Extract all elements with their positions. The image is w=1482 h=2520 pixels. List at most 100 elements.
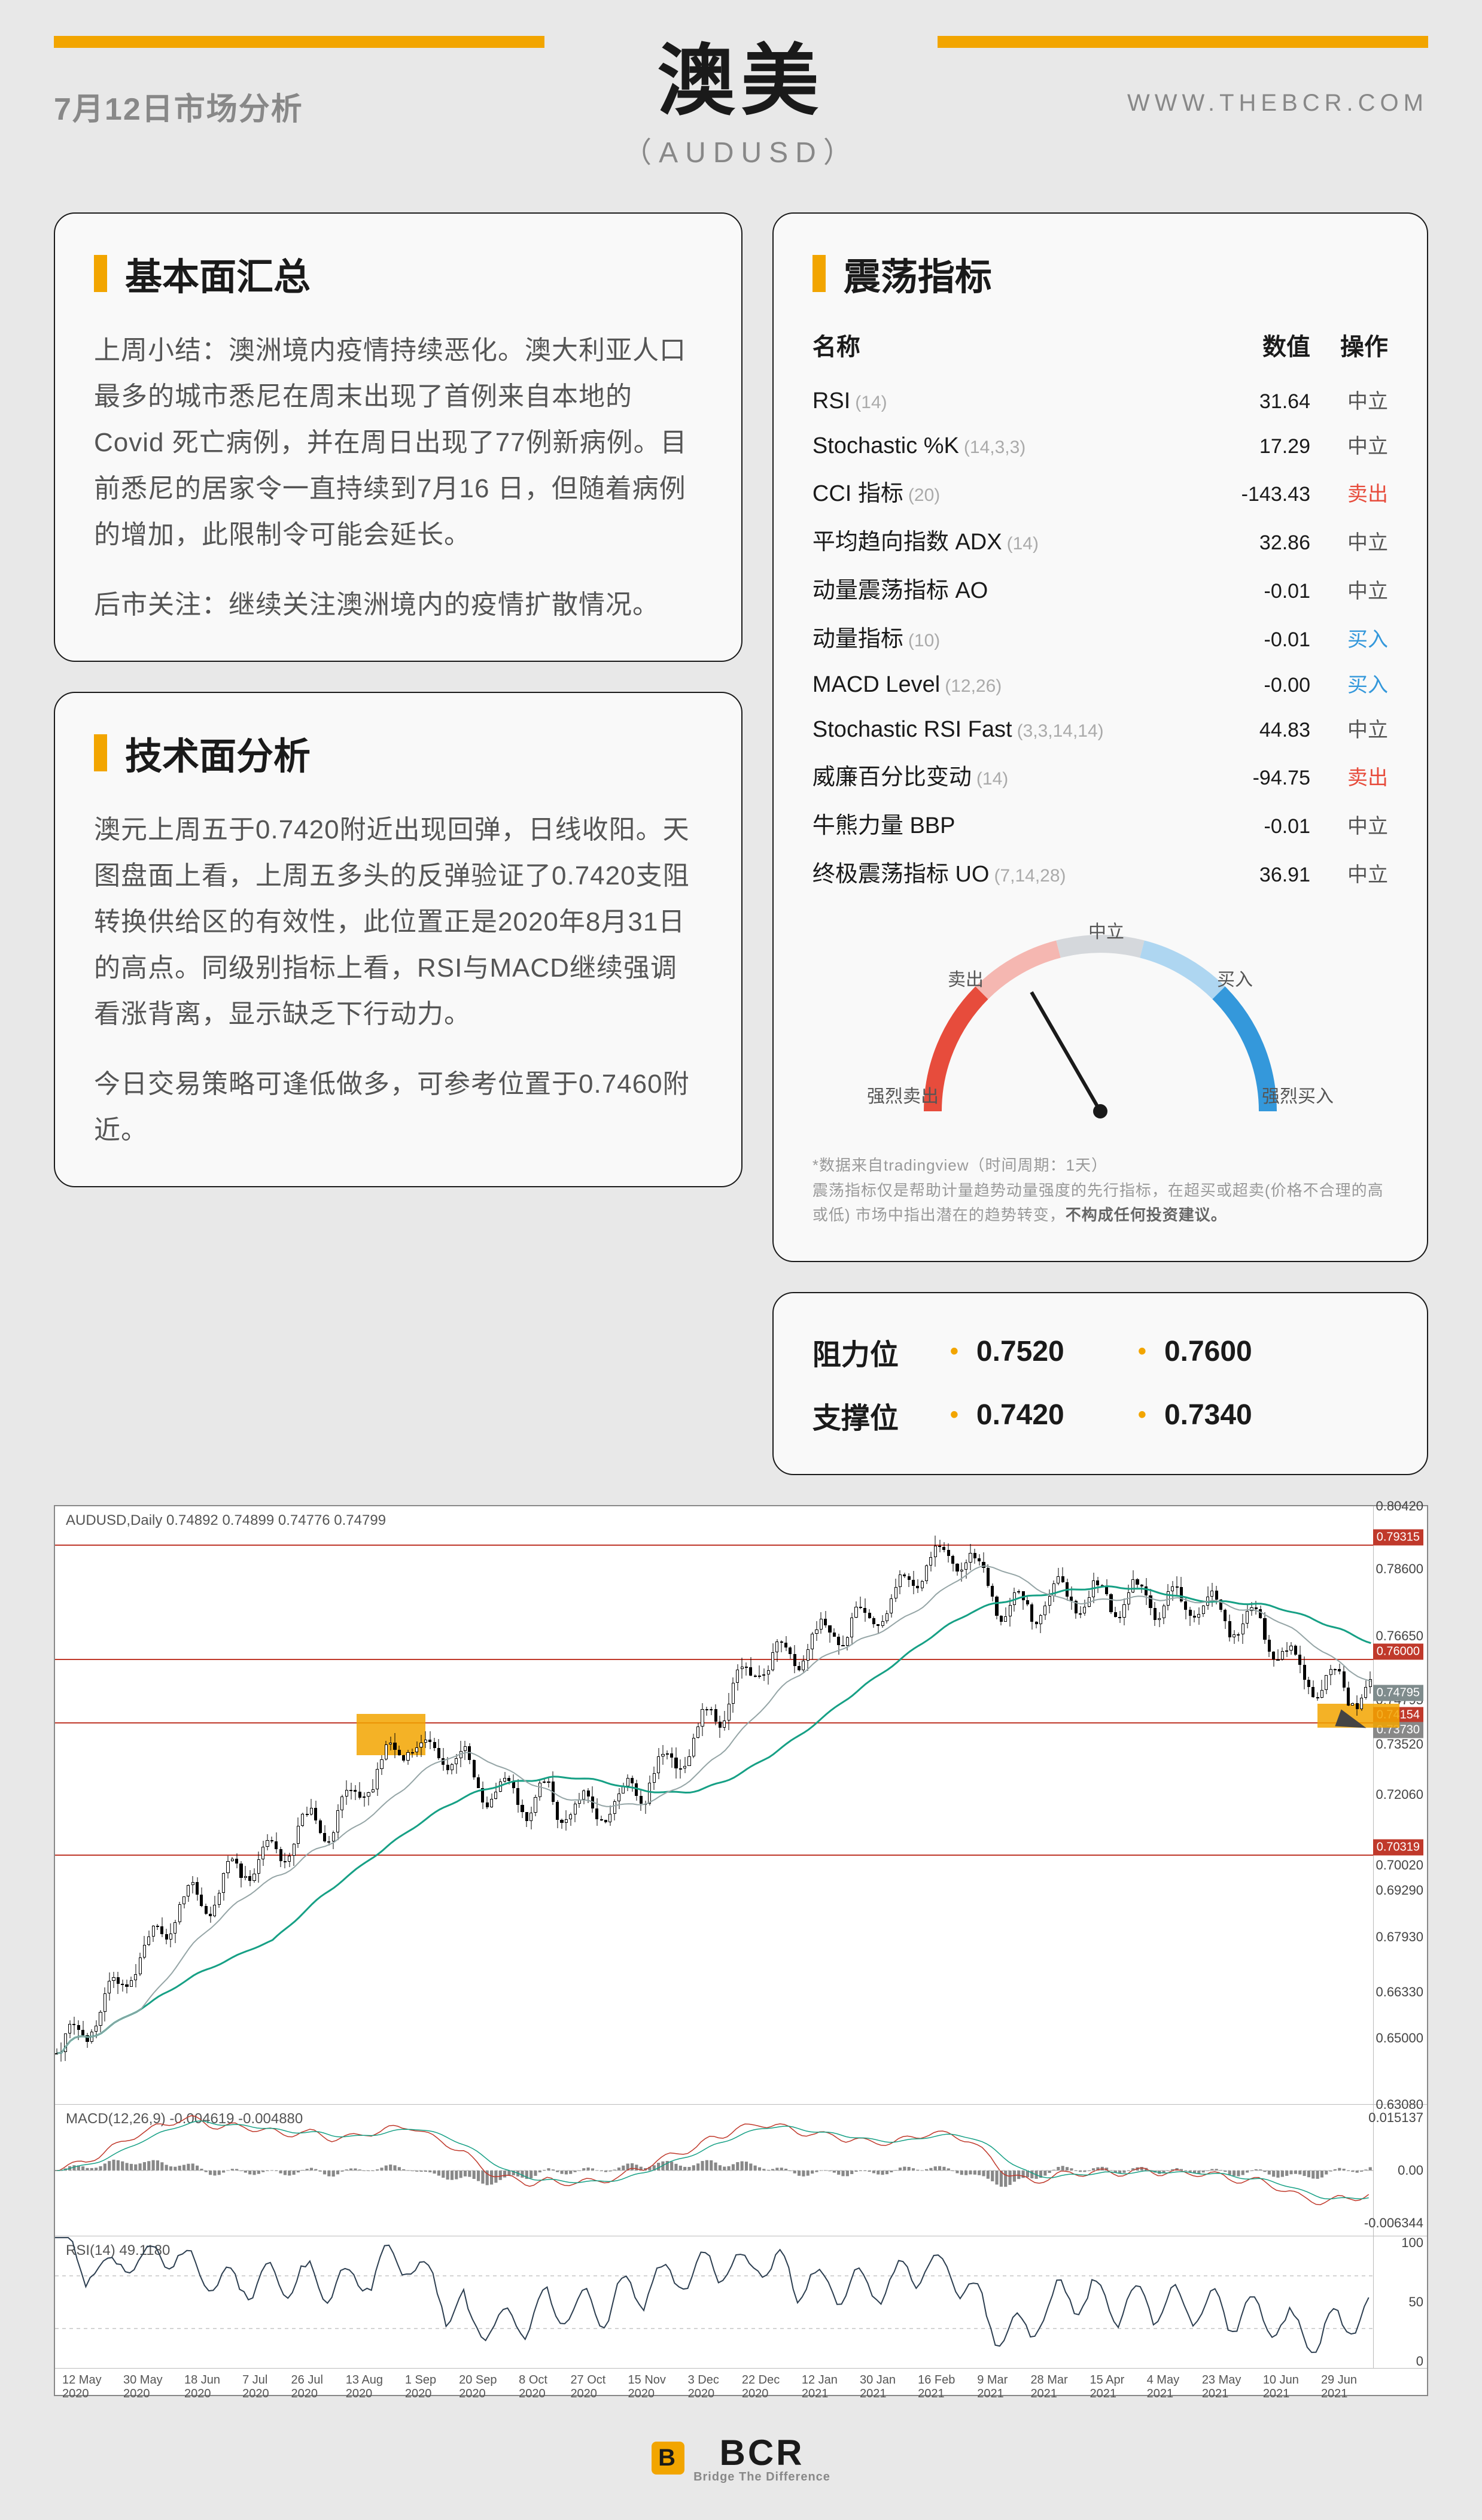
osc-name: 动量指标(10) — [812, 620, 1203, 653]
technical-text: 澳元上周五于0.7420附近出现回弹，日线收阳。天图盘面上看，上周五多头的反弹验… — [94, 807, 702, 1153]
disclaimer-l1: *数据来自tradingview（时间周期：1天） — [812, 1153, 1388, 1178]
card-title: 基本面汇总 — [94, 247, 702, 300]
disclaimer: *数据来自tradingview（时间周期：1天） 震荡指标仅是帮助计量趋势动量… — [812, 1153, 1388, 1228]
x-tick: 30 Jan 2021 — [860, 2373, 918, 2395]
bullet-icon: • — [950, 1402, 958, 1428]
osc-value: -143.43 — [1203, 483, 1310, 506]
osc-row: 牛熊力量 BBP -0.01 中立 — [812, 799, 1388, 847]
footer: B BCR Bridge The Difference — [0, 2396, 1482, 2484]
resistance-v1: 0.7520 — [976, 1335, 1120, 1368]
osc-header-row: 名称 数值 操作 — [812, 327, 1388, 362]
x-tick: 27 Oct 2020 — [570, 2373, 628, 2395]
osc-value: -0.01 — [1203, 628, 1310, 652]
osc-name: 终极震荡指标 UO(7,14,28) — [812, 855, 1203, 888]
price-chart: AUDUSD,Daily 0.74892 0.74899 0.74776 0.7… — [55, 1506, 1427, 2105]
page-subtitle: （AUDUSD） — [54, 129, 1428, 171]
technical-card: 技术面分析 澳元上周五于0.7420附近出现回弹，日线收阳。天图盘面上看，上周五… — [54, 692, 742, 1187]
header-accent-right — [938, 36, 1428, 48]
osc-name: 牛熊力量 BBP — [812, 807, 1203, 840]
resistance-label: 阻力位 — [812, 1331, 932, 1373]
x-tick: 22 Dec 2020 — [742, 2373, 802, 2395]
x-tick: 9 Mar 2021 — [977, 2373, 1030, 2395]
osc-action: 买入 — [1310, 668, 1388, 698]
x-tick: 20 Sep 2020 — [459, 2373, 519, 2395]
technical-p1: 澳元上周五于0.7420附近出现回弹，日线收阳。天图盘面上看，上周五多头的反弹验… — [94, 807, 702, 1037]
card-title: 震荡指标 — [812, 247, 1388, 300]
osc-row: 动量指标(10) -0.01 买入 — [812, 612, 1388, 661]
osc-action: 中立 — [1310, 574, 1388, 604]
gauge-buy: 买入 — [1217, 965, 1253, 991]
osc-row: CCI 指标(20) -143.43 卖出 — [812, 467, 1388, 515]
x-tick: 12 Jan 2021 — [802, 2373, 860, 2395]
osc-value: 17.29 — [1203, 435, 1310, 458]
content-grid: 基本面汇总 上周小结：澳洲境内疫情持续恶化。澳大利亚人口最多的城市悉尼在周末出现… — [0, 189, 1482, 1475]
gauge-sell: 卖出 — [948, 965, 984, 991]
x-tick: 15 Nov 2020 — [628, 2373, 688, 2395]
x-tick: 12 May 2020 — [62, 2373, 123, 2395]
resistance-row: 阻力位 • 0.7520 • 0.7600 — [812, 1320, 1388, 1384]
x-tick: 7 Jul 2020 — [242, 2373, 291, 2395]
gauge-labels: 中立 卖出 买入 强烈卖出 强烈买入 — [891, 920, 1310, 1135]
fundamentals-title: 基本面汇总 — [125, 247, 311, 300]
osc-name: 动量震荡指标 AO — [812, 572, 1203, 604]
osc-value: -94.75 — [1203, 767, 1310, 790]
x-tick: 13 Aug 2020 — [346, 2373, 405, 2395]
x-tick: 18 Jun 2020 — [184, 2373, 242, 2395]
chart-section: AUDUSD,Daily 0.74892 0.74899 0.74776 0.7… — [54, 1505, 1428, 2396]
osc-value: 31.64 — [1203, 390, 1310, 414]
right-column: 震荡指标 名称 数值 操作 RSI(14) 31.64 中立Stochastic… — [772, 212, 1428, 1475]
x-tick: 10 Jun 2021 — [1263, 2373, 1321, 2395]
price-y-axis: 0.804200.786000.766500.747950.735200.720… — [1373, 1506, 1427, 2104]
bullet-icon: • — [1138, 1402, 1146, 1428]
osc-name: MACD Level(12,26) — [812, 672, 1203, 698]
oscillators-table: 名称 数值 操作 RSI(14) 31.64 中立Stochastic %K(1… — [812, 327, 1388, 896]
osc-name: 威廉百分比变动(14) — [812, 758, 1203, 791]
osc-action: 买入 — [1310, 623, 1388, 652]
osc-header-value: 数值 — [1203, 327, 1310, 362]
gauge: 中立 卖出 买入 强烈卖出 强烈买入 — [812, 920, 1388, 1135]
footer-brand: BCR — [693, 2432, 830, 2473]
osc-row: RSI(14) 31.64 中立 — [812, 377, 1388, 422]
osc-value: 44.83 — [1203, 719, 1310, 742]
osc-name: RSI(14) — [812, 388, 1203, 414]
header-accent-left — [54, 36, 544, 48]
fundamentals-p2: 后市关注：继续关注澳洲境内的疫情扩散情况。 — [94, 582, 702, 628]
resistance-v2: 0.7600 — [1164, 1335, 1308, 1368]
x-tick: 4 May 2021 — [1147, 2373, 1202, 2395]
osc-row: 动量震荡指标 AO -0.01 中立 — [812, 564, 1388, 612]
title-accent-bar — [94, 255, 107, 292]
osc-action: 中立 — [1310, 713, 1388, 743]
x-tick: 8 Oct 2020 — [519, 2373, 570, 2395]
chart-x-axis: 12 May 202030 May 202018 Jun 20207 Jul 2… — [55, 2368, 1427, 2395]
header-url: WWW.THEBCR.COM — [1127, 90, 1428, 117]
x-tick: 26 Jul 2020 — [291, 2373, 346, 2395]
header: 7月12日市场分析 WWW.THEBCR.COM 澳美 （AUDUSD） — [0, 0, 1482, 189]
technical-p2: 今日交易策略可逢低做多，可参考位置于0.7460附近。 — [94, 1061, 702, 1153]
card-title: 技术面分析 — [94, 726, 702, 780]
osc-name: CCI 指标(20) — [812, 475, 1203, 507]
osc-row: 平均趋向指数 ADX(14) 32.86 中立 — [812, 515, 1388, 564]
x-tick: 30 May 2020 — [123, 2373, 184, 2395]
osc-row: MACD Level(12,26) -0.00 买入 — [812, 661, 1388, 706]
support-label: 支撑位 — [812, 1394, 932, 1436]
osc-action: 卖出 — [1310, 478, 1388, 507]
gauge-strong-buy: 强烈买入 — [1262, 1081, 1334, 1108]
macd-panel: MACD(12,26,9) -0.004619 -0.004880 0.0151… — [55, 2105, 1427, 2236]
header-date: 7月12日市场分析 — [54, 84, 303, 129]
logo-icon: B — [652, 2442, 684, 2475]
title-accent-bar — [812, 255, 826, 292]
x-tick: 16 Feb 2021 — [918, 2373, 977, 2395]
osc-value: -0.01 — [1203, 815, 1310, 838]
bullet-icon: • — [950, 1338, 958, 1365]
footer-logo: B BCR Bridge The Difference — [652, 2432, 830, 2484]
gauge-neutral: 中立 — [1088, 917, 1124, 943]
osc-name: 平均趋向指数 ADX(14) — [812, 523, 1203, 556]
footer-tagline: Bridge The Difference — [693, 2470, 830, 2484]
x-tick: 29 Jun 2021 — [1321, 2373, 1379, 2395]
osc-name: Stochastic RSI Fast(3,3,14,14) — [812, 717, 1203, 743]
levels-card: 阻力位 • 0.7520 • 0.7600 支撑位 • 0.7420 • 0.7… — [772, 1292, 1428, 1475]
support-v1: 0.7420 — [976, 1399, 1120, 1431]
gauge-strong-sell: 强烈卖出 — [867, 1081, 939, 1108]
left-column: 基本面汇总 上周小结：澳洲境内疫情持续恶化。澳大利亚人口最多的城市悉尼在周末出现… — [54, 212, 742, 1475]
x-tick: 15 Apr 2021 — [1090, 2373, 1146, 2395]
